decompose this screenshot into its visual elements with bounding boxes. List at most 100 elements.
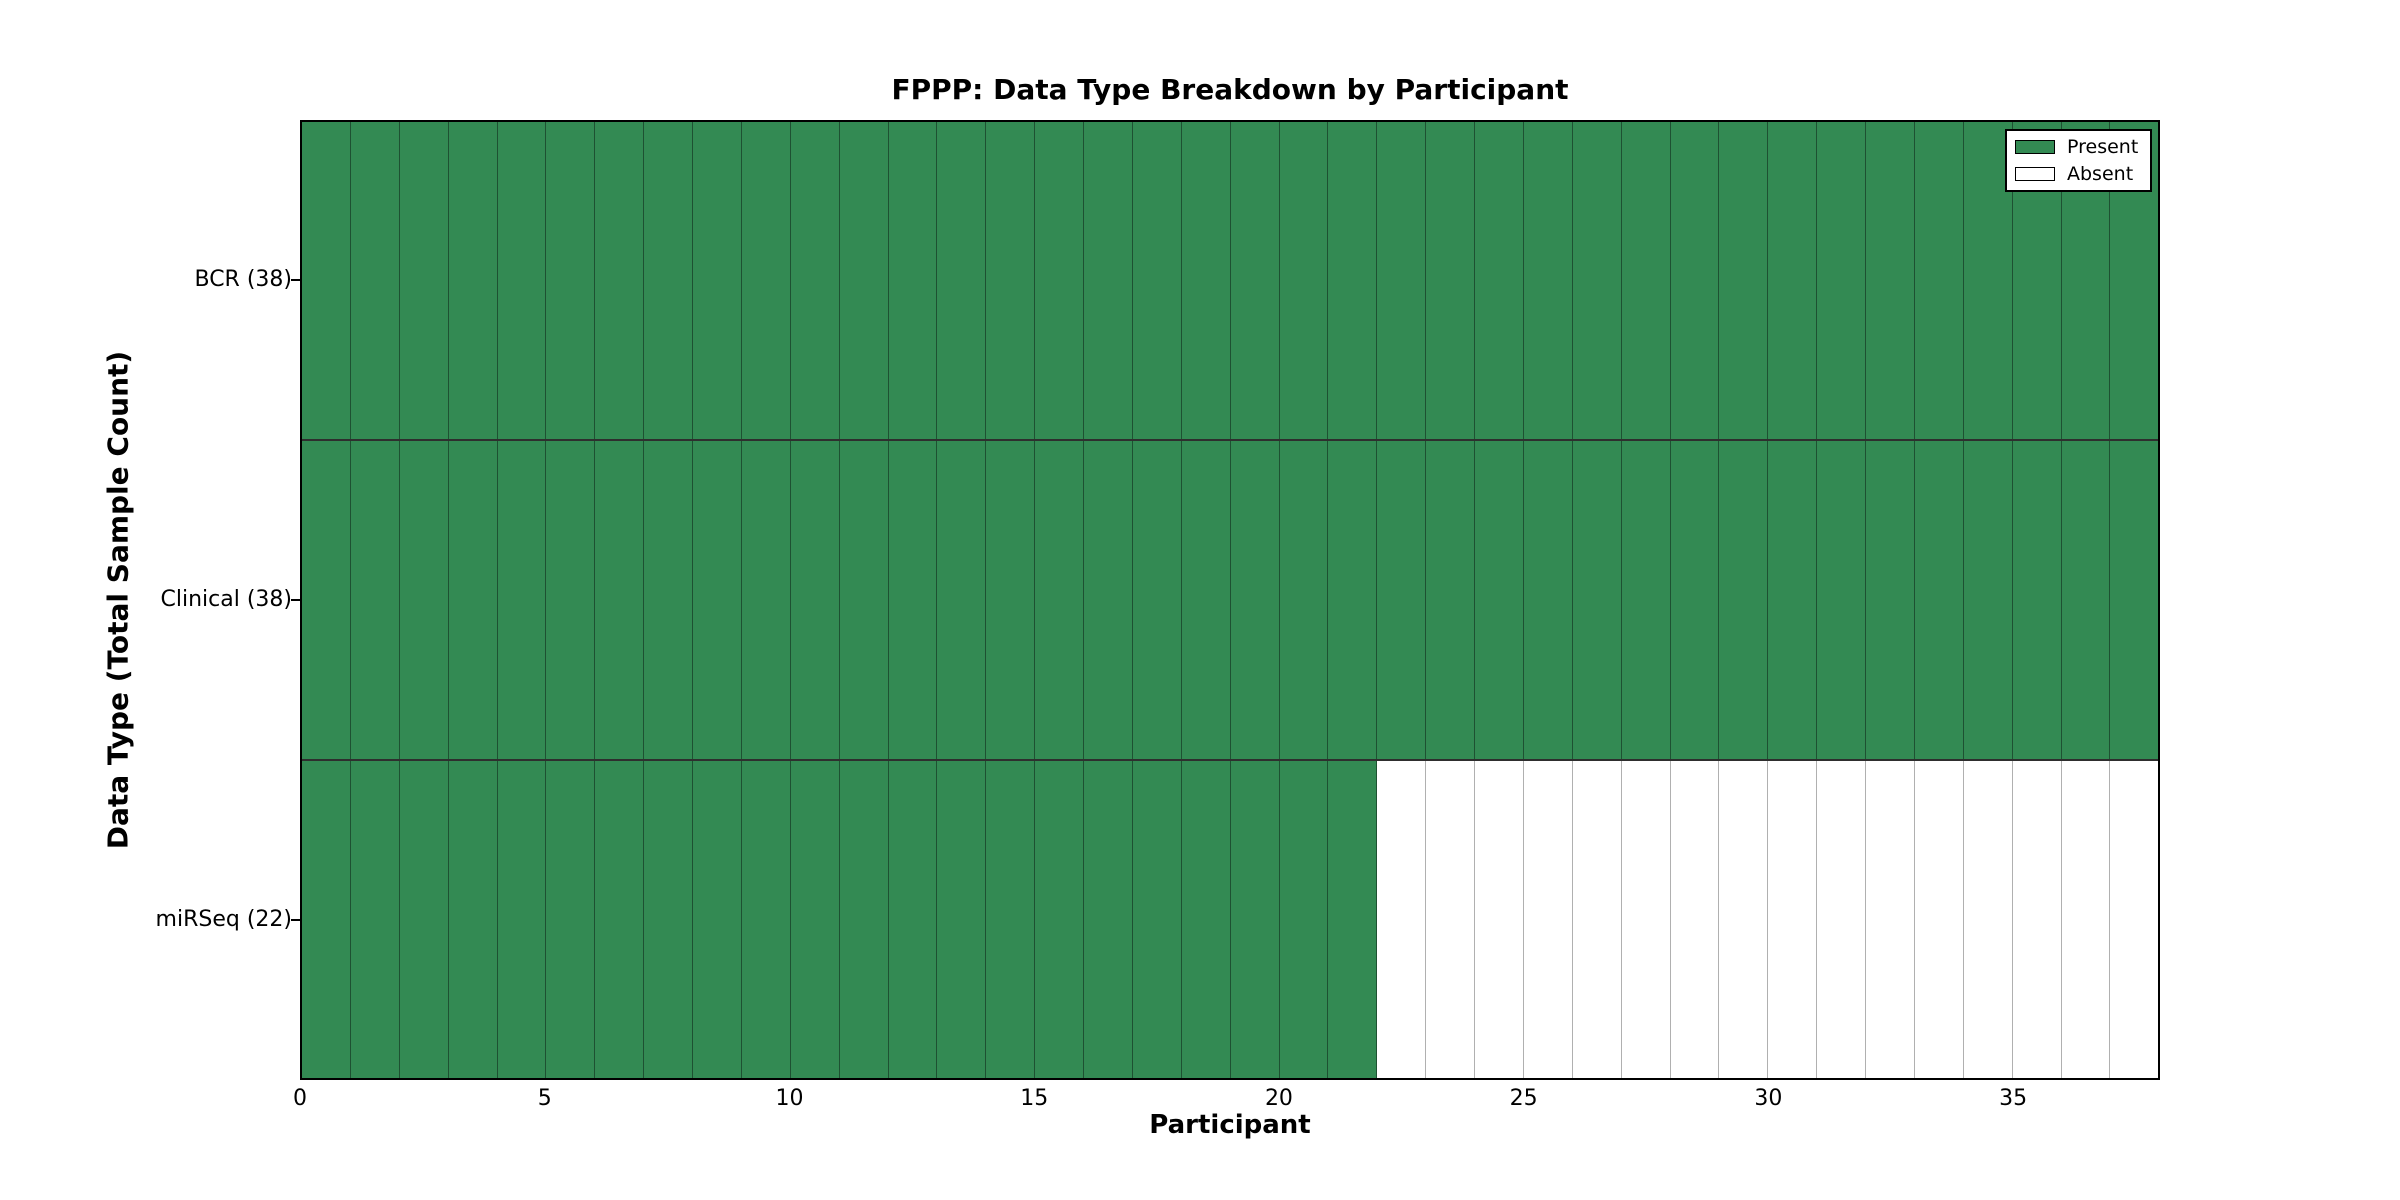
matrix-cell-absent (1963, 760, 2013, 1078)
matrix-cell-present (350, 122, 400, 440)
matrix-cell-present (1963, 122, 2013, 440)
matrix-cell-present (1572, 122, 1622, 440)
matrix-cell-present (497, 760, 547, 1078)
matrix-cell-absent (2110, 760, 2159, 1078)
legend-entry: Absent (2015, 164, 2142, 184)
y-tick-label: miRSeq (22) (155, 907, 292, 932)
matrix-cell-present (1866, 122, 1915, 440)
matrix-cell-present (448, 441, 498, 759)
matrix-cell-present (1181, 760, 1231, 1078)
matrix-cell-present (350, 760, 400, 1078)
plot-area (300, 120, 2160, 1080)
matrix-cell-present (1523, 441, 1573, 759)
matrix-cell-present (546, 441, 596, 759)
x-tick-label: 20 (1264, 1086, 1293, 1111)
matrix-cell-present (399, 441, 449, 759)
y-tick-mark (291, 919, 300, 921)
legend-swatch-icon (2015, 140, 2055, 154)
x-tick-label: 30 (1754, 1086, 1783, 1111)
matrix-cell-absent (1719, 760, 1769, 1078)
matrix-cell-present (1914, 122, 1964, 440)
matrix-cell-absent (1475, 760, 1524, 1078)
matrix-cell-present (1426, 441, 1475, 759)
y-tick-label: Clinical (38) (160, 587, 292, 612)
matrix-cell-present (1768, 122, 1818, 440)
x-tick-label: 0 (293, 1086, 307, 1111)
matrix-cell-present (546, 122, 596, 440)
matrix-cell-absent (2012, 760, 2062, 1078)
matrix-cell-present (1670, 441, 1720, 759)
matrix-cell-present (448, 760, 498, 1078)
matrix-cell-absent (1768, 760, 1818, 1078)
matrix-cell-present (693, 760, 742, 1078)
x-axis-label: Participant (1149, 1110, 1311, 1140)
matrix-cell-present (1084, 760, 1133, 1078)
matrix-cell-present (399, 122, 449, 440)
legend-label: Present (2067, 136, 2139, 158)
matrix-cell-present (1279, 122, 1329, 440)
matrix-cell-present (1132, 122, 1182, 440)
matrix-cell-present (546, 760, 596, 1078)
legend: Present Absent (2005, 129, 2152, 192)
matrix-row (302, 122, 2159, 440)
matrix-cell-present (986, 760, 1036, 1078)
matrix-cell-present (644, 760, 693, 1078)
matrix-cell-present (1230, 122, 1280, 440)
matrix-cell-present (1084, 122, 1133, 440)
matrix-cell-present (1523, 122, 1573, 440)
matrix-cell-present (1279, 441, 1329, 759)
matrix-cell-present (1426, 122, 1475, 440)
matrix-cell-absent (1817, 760, 1866, 1078)
matrix-cell-present (1621, 122, 1671, 440)
legend-entry: Present (2015, 137, 2142, 157)
x-tick-label: 10 (775, 1086, 804, 1111)
matrix-cell-present (595, 760, 645, 1078)
matrix-cell-present (497, 122, 547, 440)
matrix-cell-present (399, 760, 449, 1078)
matrix-cell-present (644, 122, 693, 440)
matrix-cell-present (302, 760, 351, 1078)
matrix-cell-present (1963, 441, 2013, 759)
matrix-cell-present (1377, 441, 1427, 759)
matrix-cell-absent (1572, 760, 1622, 1078)
matrix-cell-present (1914, 441, 1964, 759)
matrix-cell-absent (1377, 760, 1427, 1078)
matrix-cell-present (1817, 441, 1866, 759)
matrix-cell-present (302, 122, 351, 440)
matrix-cell-present (350, 441, 400, 759)
legend-swatch-icon (2015, 167, 2055, 181)
matrix-cell-present (790, 760, 840, 1078)
matrix-cell-absent (1523, 760, 1573, 1078)
y-tick-mark (291, 279, 300, 281)
matrix-cell-present (595, 122, 645, 440)
matrix-cell-absent (1426, 760, 1475, 1078)
matrix-cell-present (888, 760, 938, 1078)
matrix-row (302, 758, 2159, 1078)
matrix-cell-absent (1621, 760, 1671, 1078)
matrix-cell-present (1132, 760, 1182, 1078)
matrix-cell-present (888, 122, 938, 440)
matrix-cell-present (1768, 441, 1818, 759)
matrix-cell-present (1035, 760, 1084, 1078)
matrix-row (302, 439, 2159, 759)
y-tick-label: BCR (38) (194, 267, 292, 292)
matrix-cell-present (1328, 122, 1378, 440)
matrix-cell-present (1866, 441, 1915, 759)
matrix-cell-present (888, 441, 938, 759)
matrix-cell-present (1132, 441, 1182, 759)
matrix-cell-present (1475, 122, 1524, 440)
matrix-cell-present (1035, 441, 1084, 759)
matrix-cell-present (1377, 122, 1427, 440)
matrix-cell-present (839, 760, 889, 1078)
matrix-cell-present (693, 122, 742, 440)
matrix-cell-absent (1866, 760, 1915, 1078)
x-tick-label: 25 (1509, 1086, 1538, 1111)
matrix-cell-present (1475, 441, 1524, 759)
y-tick-mark (291, 599, 300, 601)
matrix-cell-present (1670, 122, 1720, 440)
matrix-cell-present (1230, 441, 1280, 759)
matrix-cell-present (986, 122, 1036, 440)
chart-title: FPPP: Data Type Breakdown by Participant (891, 73, 1569, 106)
matrix-cell-present (741, 441, 791, 759)
